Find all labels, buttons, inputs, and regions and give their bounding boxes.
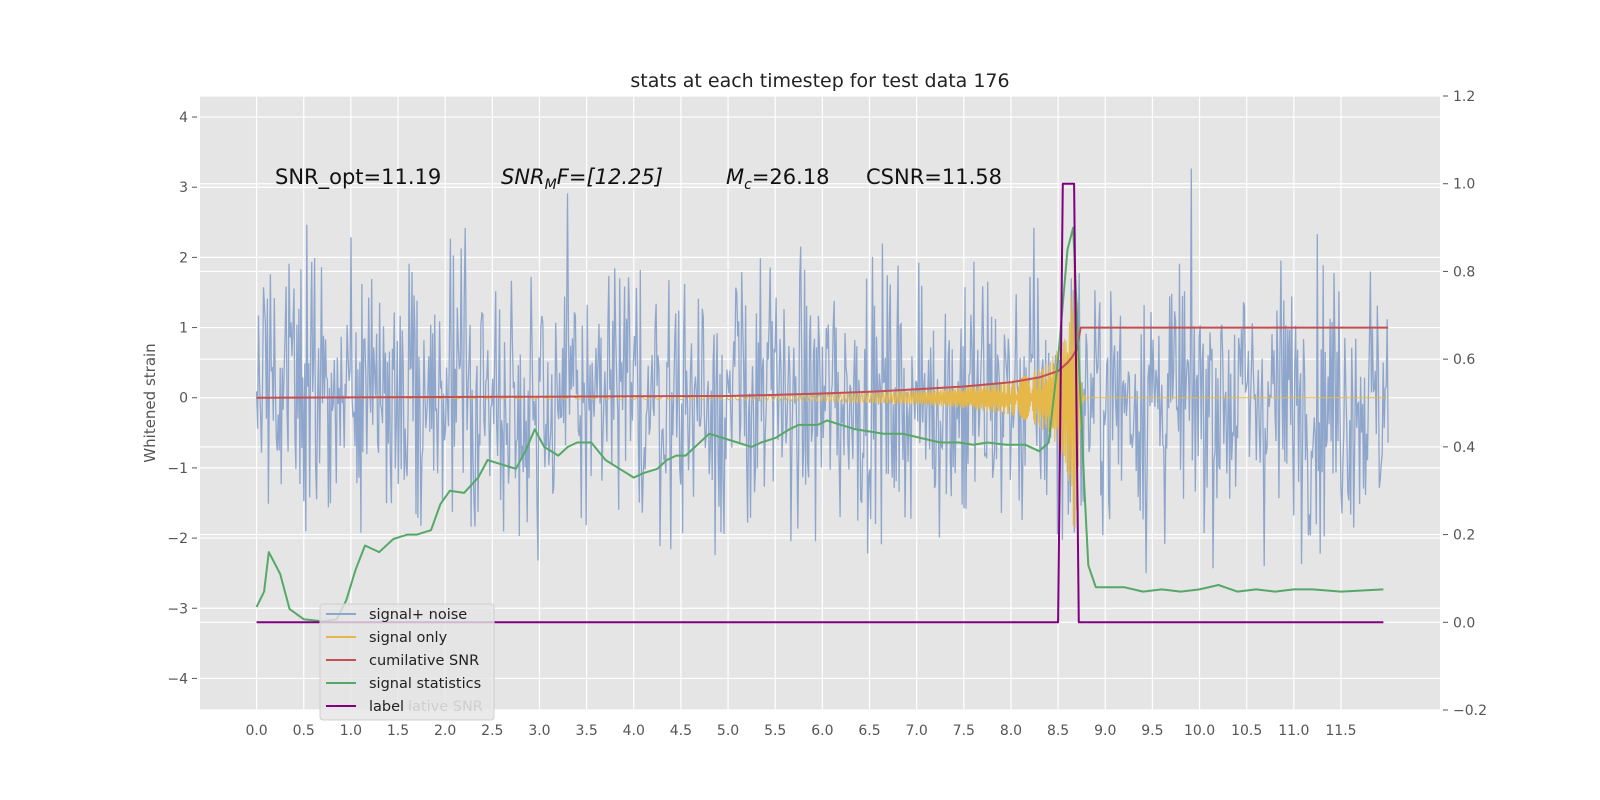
y-right-tick-label: 1.2	[1453, 89, 1475, 105]
series-signal-noise	[255, 168, 1389, 574]
annotation-mc: Mc=26.18	[726, 165, 830, 193]
annotation-csnr: CSNR=11.58	[866, 165, 1002, 189]
legend-ghost-text: lative SNR	[408, 699, 483, 715]
x-tick-label: 10.0	[1184, 723, 1215, 739]
legend-label-label: label	[369, 699, 404, 715]
x-tick-label: 7.0	[906, 723, 928, 739]
series-cumulative-snr	[256, 326, 1389, 399]
legend-label-signal-only: signal only	[369, 630, 448, 646]
annotation-snr-mf-base: SNR	[501, 165, 545, 189]
x-tick-label: 2.5	[481, 723, 503, 739]
y-left-tick-label: −4	[167, 671, 188, 687]
x-tick-label: 2.0	[434, 723, 456, 739]
x-tick-label: 1.0	[340, 723, 362, 739]
legend-label-signal-noise: signal+ noise	[369, 607, 467, 623]
x-tick-label: 0.0	[245, 723, 267, 739]
y-left-tick-label: 1	[179, 321, 188, 337]
series-label	[256, 182, 1384, 624]
y-right-tick-label: 0.4	[1453, 440, 1475, 456]
x-tick-label: 8.5	[1047, 723, 1069, 739]
y-left-tick-label: 3	[179, 180, 188, 196]
x-tick-label: 3.0	[528, 723, 550, 739]
y-left-tick-label: 4	[179, 110, 188, 126]
y-left-tick-label: −2	[167, 531, 188, 547]
y-left-tick-label: −1	[167, 461, 188, 477]
chart-title: stats at each timestep for test data 176	[630, 70, 1009, 92]
y-axis-label: Whitened strain	[141, 343, 159, 462]
x-tick-label: 8.0	[1000, 723, 1022, 739]
y-right-tick-label: −0.2	[1453, 703, 1487, 719]
x-tick-label: 9.0	[1094, 723, 1116, 739]
x-tick-label: 6.5	[858, 723, 880, 739]
y-left-tick-label: 2	[179, 250, 188, 266]
x-tick-label: 4.5	[670, 723, 692, 739]
legend-box	[319, 603, 495, 721]
x-tick-label: 10.5	[1231, 723, 1262, 739]
series-layer	[255, 168, 1389, 624]
y-right-tick-label: 0.8	[1453, 264, 1475, 280]
x-tick-label: 1.5	[387, 723, 409, 739]
annotation-mc-rest: =26.18	[752, 165, 830, 189]
legend: signal+ noise signal only cumilative SNR…	[319, 603, 495, 721]
x-tick-label: 3.5	[575, 723, 597, 739]
y-left-tick-label: 0	[179, 391, 188, 407]
annotation-snr-opt: SNR_opt=11.19	[275, 165, 441, 190]
annotation-snr-mf-sub: M	[545, 177, 557, 193]
y-left-tick-label: −3	[167, 601, 188, 617]
annotation-mc-base: M	[726, 165, 744, 189]
series-signal-statistics	[255, 226, 1384, 623]
x-tick-label: 11.5	[1325, 723, 1356, 739]
ticks: 0.0 0.5 1.0 1.5 2.0 2.5 3.0 3.5 4.0 4.5 5.0 5.5 6.0 6…	[167, 89, 1487, 739]
x-tick-label: 0.5	[293, 723, 315, 739]
y-right-tick-label: 0.0	[1453, 615, 1475, 631]
legend-label-cumulative-snr: cumilative SNR	[369, 653, 479, 669]
x-tick-label: 9.5	[1141, 723, 1163, 739]
annotation-snr-mf: SNRMF=[12.25]	[501, 165, 663, 193]
grid	[200, 95, 1440, 711]
x-tick-label: 11.0	[1278, 723, 1309, 739]
legend-label-signal-statistics: signal statistics	[369, 676, 481, 692]
x-tick-label: 5.0	[717, 723, 739, 739]
x-tick-label: 5.5	[764, 723, 786, 739]
annotation-mc-sub: c	[744, 177, 752, 193]
annotations: SNR_opt=11.19 SNRMF=[12.25] Mc=26.18 CSN…	[275, 165, 1002, 193]
x-tick-label: 6.0	[811, 723, 833, 739]
y-right-tick-label: 1.0	[1453, 177, 1475, 193]
annotation-snr-mf-rest: F=[12.25]	[557, 165, 663, 189]
y-right-tick-label: 0.6	[1453, 352, 1475, 368]
x-tick-label: 7.5	[953, 723, 975, 739]
y-right-tick-label: 0.2	[1453, 528, 1475, 544]
x-tick-label: 4.0	[623, 723, 645, 739]
